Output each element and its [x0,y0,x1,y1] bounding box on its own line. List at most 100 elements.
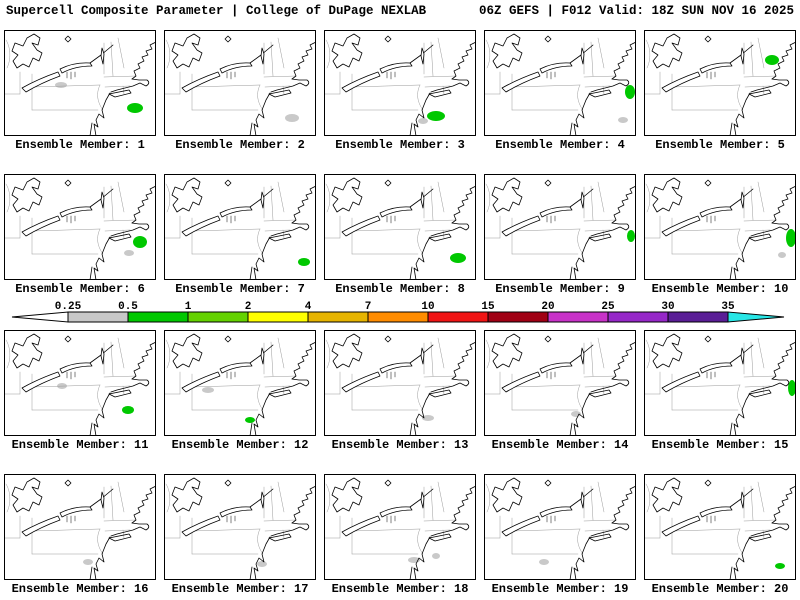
scp-contour-green [625,85,635,99]
panel-label: Ensemble Member: 20 [651,582,789,596]
colorbar-arrow-left [11,311,69,323]
map-thumbnail [4,330,156,436]
scp-contour-gray [83,559,93,565]
map-thumbnail [324,474,476,580]
colorbar-segment [247,311,309,323]
panel-label: Ensemble Member: 17 [171,582,309,596]
scp-contour-gray [202,387,214,393]
scp-contour-green [627,230,635,242]
scp-contour-gray [418,118,428,124]
scp-contour-green [122,406,134,414]
ensemble-panel: Ensemble Member: 9 [484,174,636,296]
colorbar-tick-label: 0.25 [55,301,82,313]
panel-label: Ensemble Member: 16 [11,582,149,596]
ensemble-panel: Ensemble Member: 7 [164,174,316,296]
ensemble-panel: Ensemble Member: 12 [164,330,316,452]
ensemble-grid-bottom: Ensemble Member: 11 Ensemble Member: 12 … [0,330,800,596]
colorbar-segment [607,311,669,323]
panel-label: Ensemble Member: 8 [335,282,465,296]
colorbar-arrow-right [727,311,785,323]
colorbar-segment [307,311,369,323]
panel-label: Ensemble Member: 19 [491,582,629,596]
ensemble-panel: Ensemble Member: 8 [324,174,476,296]
ensemble-panel: Ensemble Member: 1 [4,30,156,152]
panel-label: Ensemble Member: 2 [175,138,305,152]
colorbar-tick-label: 25 [601,301,615,313]
scp-contour-gray [539,559,549,565]
scp-contour-gray [778,252,786,258]
colorbar-segment [187,311,249,323]
run-valid-info: 06Z GEFS | F012 Valid: 18Z SUN NOV 16 20… [478,4,794,18]
scp-contour-green [427,111,445,121]
map-thumbnail [324,174,476,280]
colorbar-segment [67,311,129,323]
colorbar-tick-label: 15 [481,301,495,313]
colorbar-tick-label: 10 [421,301,434,313]
colorbar-tick-label: 4 [305,301,312,313]
colorbar-tick-label: 1 [185,301,192,313]
ensemble-panel: Ensemble Member: 13 [324,330,476,452]
panel-label: Ensemble Member: 7 [175,282,305,296]
scp-contour-gray [285,114,299,122]
panel-label: Ensemble Member: 13 [331,438,469,452]
colorbar-segment [427,311,489,323]
panel-label: Ensemble Member: 4 [495,138,625,152]
title-bar: Supercell Composite Parameter | College … [0,0,800,24]
map-thumbnail [324,30,476,136]
colorbar-tick-label: 20 [541,301,554,313]
product-title: Supercell Composite Parameter | College … [6,4,427,18]
panel-label: Ensemble Member: 9 [495,282,625,296]
map-thumbnail [644,30,796,136]
panel-label: Ensemble Member: 6 [15,282,145,296]
panel-label: Ensemble Member: 10 [651,282,789,296]
map-thumbnail [164,174,316,280]
scp-contour-gray [618,117,628,123]
scp-contour-green [245,417,255,423]
scp-contour-green [127,103,143,113]
colorbar-tick-label: 7 [365,301,372,313]
map-thumbnail [164,330,316,436]
scp-contour-green [775,563,785,569]
map-thumbnail [324,330,476,436]
panel-label: Ensemble Member: 11 [11,438,149,452]
colorbar-tick-label: 35 [721,301,735,313]
ensemble-panel: Ensemble Member: 20 [644,474,796,596]
ensemble-panel: Ensemble Member: 3 [324,30,476,152]
colorbar-scale: 0.25 0.5 1 2 4 7 10 15 20 25 30 35 [11,301,785,323]
panel-label: Ensemble Member: 3 [335,138,465,152]
colorbar-tick-label: 30 [661,301,674,313]
colorbar: 0.25 0.5 1 2 4 7 10 15 20 25 30 35 [0,296,800,326]
map-thumbnail [484,330,636,436]
scp-contour-gray [432,553,440,559]
ensemble-panel: Ensemble Member: 19 [484,474,636,596]
panel-label: Ensemble Member: 15 [651,438,789,452]
ensemble-panel: Ensemble Member: 14 [484,330,636,452]
panel-label: Ensemble Member: 12 [171,438,309,452]
map-thumbnail [164,30,316,136]
scp-contour-gray [55,82,67,88]
ensemble-panel: Ensemble Member: 16 [4,474,156,596]
ensemble-panel: Ensemble Member: 5 [644,30,796,152]
scp-contour-gray [257,561,267,567]
scp-contour-gray [422,415,434,421]
map-thumbnail [484,474,636,580]
map-thumbnail [4,174,156,280]
map-thumbnail [484,30,636,136]
map-thumbnail [484,174,636,280]
ensemble-panel: Ensemble Member: 6 [4,174,156,296]
map-thumbnail [4,30,156,136]
scp-contour-green [765,55,779,65]
scp-contour-green [450,253,466,263]
colorbar-segment [667,311,729,323]
scp-contour-green [133,236,147,248]
ensemble-panel: Ensemble Member: 18 [324,474,476,596]
ensemble-panel: Ensemble Member: 10 [644,174,796,296]
ensemble-panel: Ensemble Member: 11 [4,330,156,452]
scp-contour-green [298,258,310,266]
panel-label: Ensemble Member: 1 [15,138,145,152]
panel-label: Ensemble Member: 5 [655,138,785,152]
colorbar-tick-label: 0.5 [118,301,138,313]
map-thumbnail [164,474,316,580]
scp-contour-green [786,229,796,247]
ensemble-panel: Ensemble Member: 2 [164,30,316,152]
